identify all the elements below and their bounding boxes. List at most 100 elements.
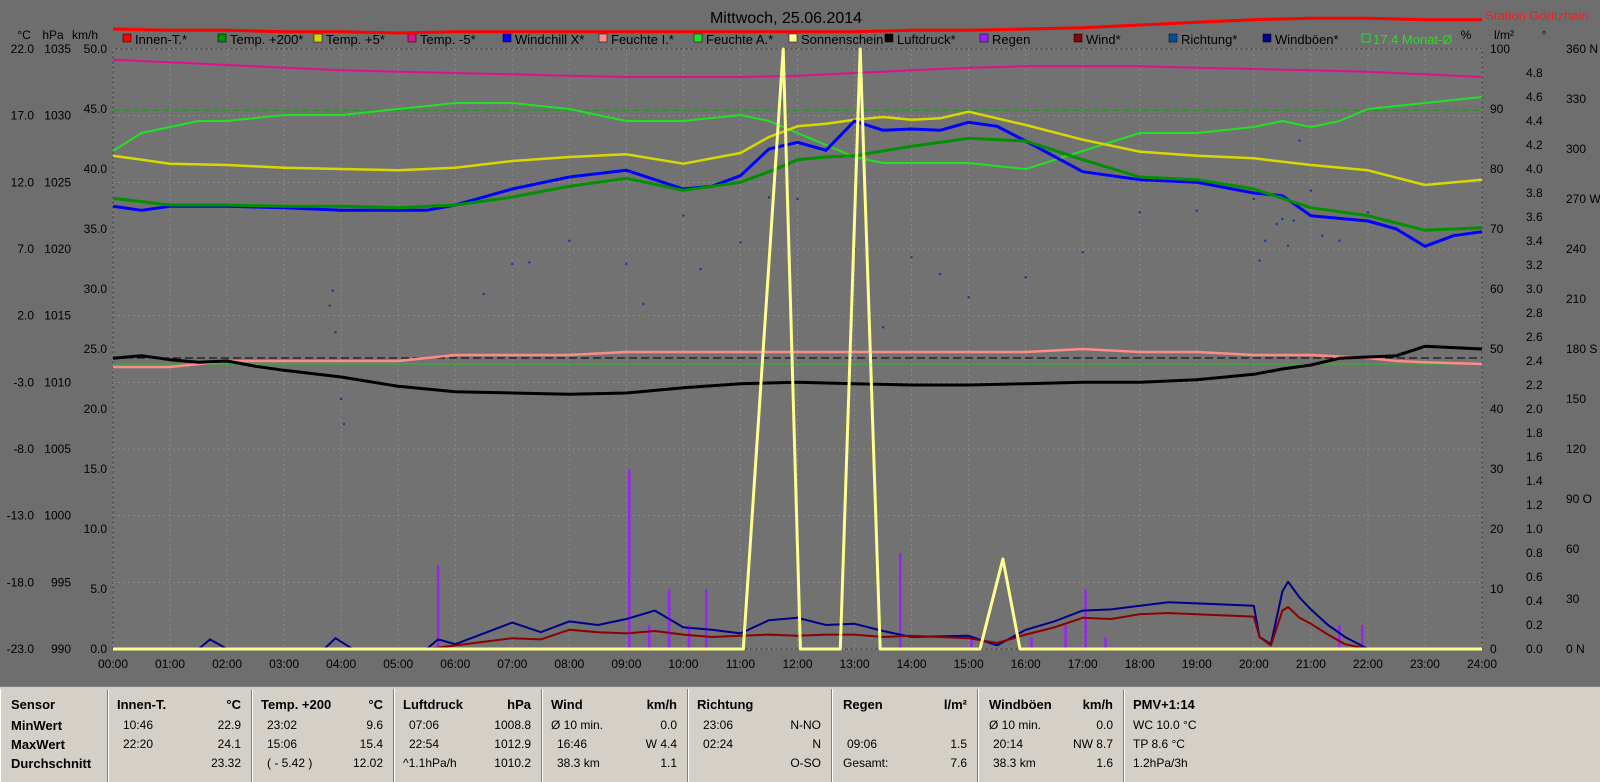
tick-label-x: 04:00 (326, 657, 356, 671)
hdr-pmv: PMV+1:14 (1133, 697, 1195, 712)
hdr-wind: Wind (551, 697, 583, 712)
tick-label-wind: 25.0 (84, 342, 108, 356)
wind-max-val: W 4.4 (645, 737, 677, 751)
innen-avg-val: 23.32 (210, 756, 241, 770)
legend-swatch (884, 33, 894, 43)
direction-point (1258, 259, 1261, 262)
tick-label-rain: 2.0 (1526, 402, 1543, 416)
panel-boen: Windböen km/h Ø 10 min. 0.0 20:14 NW 8.7 3… (978, 689, 1124, 782)
tick-label-dir: 180 S (1566, 342, 1597, 356)
station-name: Station Göritzhain (1485, 8, 1588, 23)
legend-swatch (598, 33, 608, 43)
druck-min-val: 1008.8 (494, 718, 531, 732)
direction-point (767, 196, 771, 199)
direction-point (342, 422, 346, 426)
tick-label-dir: 30 (1566, 592, 1580, 606)
axis-header-press: hPa (42, 28, 64, 42)
wind-distance: 38.3 km (557, 756, 600, 770)
tick-label-rain: 0.2 (1526, 618, 1543, 632)
hdr-boen-unit: km/h (1082, 697, 1113, 712)
panel-innen: Innen-T. °C 10:46 22.9 22:20 24.1 23.32 (108, 689, 252, 782)
tick-label-press: 995 (51, 575, 71, 589)
hdr-boen: Windböen (989, 697, 1052, 712)
direction-point (796, 197, 799, 201)
hdr-innen: Innen-T. (117, 697, 167, 712)
hdr-temp-unit: °C (368, 697, 383, 712)
direction-point (1138, 211, 1141, 214)
tick-label-temp: 2.0 (17, 309, 34, 323)
temp-min-val: 9.6 (366, 718, 383, 732)
tick-label-temp: -18.0 (7, 575, 35, 589)
legend-label: Innen-T.* (135, 32, 187, 47)
legend-label: Sonnenschein (801, 32, 883, 47)
druck-avg-val: 1010.2 (494, 756, 531, 770)
chart-title: Mittwoch, 25.06.2014 (710, 10, 862, 27)
direction-point (967, 296, 970, 299)
series-line (112, 344, 1483, 396)
tick-label-x: 05:00 (383, 657, 413, 671)
tick-label-wind: 20.0 (84, 402, 108, 416)
tick-label-dir: 150 (1566, 392, 1586, 406)
regen-max-time: 09:06 (847, 737, 878, 751)
tick-label-x: 14:00 (897, 657, 927, 671)
hdr-druck: Luftdruck (403, 697, 463, 712)
pmv-trend: 1.2hPa/3h (1133, 756, 1188, 770)
hdr-innen-unit: °C (226, 697, 241, 712)
tick-label-wind: 40.0 (84, 162, 108, 176)
richtung-min-val: N-NO (790, 718, 821, 732)
panel-richtung: Richtung 23:06 N-NO 02:24 N O-SO (688, 689, 832, 782)
rain-bar (970, 637, 973, 649)
pmv-tp: TP 8.6 °C (1133, 737, 1185, 751)
tick-label-dir: 240 (1566, 242, 1586, 256)
tick-label-x: 10:00 (668, 657, 698, 671)
tick-label-press: 1025 (44, 175, 71, 189)
legend-swatch (1073, 33, 1083, 43)
tick-label-hum: 90 (1490, 102, 1504, 116)
druck-max-val: 1012.9 (494, 737, 531, 751)
legend-swatch (407, 33, 417, 43)
wind-avg10: Ø 10 min. (551, 718, 604, 732)
pmv-wc: WC 10.0 °C (1133, 718, 1197, 732)
panel-regen: Regen l/m² 09:06 1.5 Gesamt: 7.6 (832, 689, 978, 782)
direction-point (1286, 244, 1290, 247)
tick-label-wind: 10.0 (84, 522, 108, 536)
tick-label-hum: 10 (1490, 582, 1504, 596)
direction-point (625, 262, 628, 266)
direction-point (1338, 239, 1341, 242)
temp-avg-note: ( - 5.42 ) (267, 756, 313, 770)
series-line (113, 47, 1482, 651)
richtung-max-time: 02:24 (703, 737, 734, 751)
legend-swatch (979, 33, 989, 43)
tick-label-temp: -8.0 (13, 442, 34, 456)
tick-label-rain: 1.6 (1526, 450, 1543, 464)
legend-label: Regen (992, 32, 1030, 47)
temp-min-time: 23:02 (267, 718, 298, 732)
series-line (112, 136, 1483, 232)
direction-point (682, 214, 685, 217)
tick-label-hum: 30 (1490, 462, 1504, 476)
marks (112, 16, 1483, 651)
tick-label-x: 18:00 (1125, 657, 1155, 671)
panel-wind: Wind km/h Ø 10 min. 0.0 16:46 W 4.4 38.3 k… (542, 689, 688, 782)
regen-max-val: 1.5 (950, 737, 967, 751)
tick-label-x: 21:00 (1296, 657, 1326, 671)
tick-label-x: 01:00 (155, 657, 185, 671)
tick-label-press: 1010 (44, 375, 71, 389)
tick-label-rain: 0.6 (1526, 570, 1543, 584)
innen-max-time: 22:20 (123, 737, 154, 751)
rain-bar (1361, 625, 1364, 649)
series-line (113, 347, 1483, 369)
legend-month-avg-swatch (1361, 33, 1371, 43)
direction-point (334, 331, 337, 334)
series-line (112, 110, 1483, 187)
tick-label-x: 00:00 (98, 657, 128, 671)
hdr-regen: Regen (843, 697, 883, 712)
tick-label-hum: 100 (1490, 42, 1510, 56)
tick-label-hum: 60 (1490, 282, 1504, 296)
tick-label-rain: 3.8 (1526, 186, 1543, 200)
direction-point (910, 256, 913, 259)
tick-label-dir: 60 (1566, 542, 1580, 556)
tick-label-rain: 4.4 (1526, 114, 1543, 128)
tick-label-dir: 210 (1566, 292, 1586, 306)
direction-point (1024, 276, 1027, 279)
